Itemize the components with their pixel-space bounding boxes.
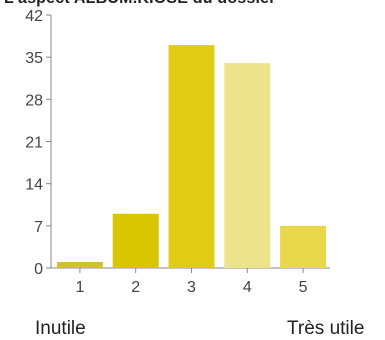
x-tick-label: 3 bbox=[187, 279, 196, 296]
bar-5 bbox=[280, 225, 327, 268]
bar-2 bbox=[112, 213, 159, 268]
y-tick-label: 35 bbox=[25, 50, 43, 67]
y-tick-label: 21 bbox=[25, 135, 43, 152]
y-tick-label: 14 bbox=[25, 177, 43, 194]
bar-3 bbox=[168, 45, 215, 268]
x-tick-label: 1 bbox=[75, 279, 84, 296]
x-tick-label: 4 bbox=[243, 279, 252, 296]
y-tick-label: 7 bbox=[34, 219, 43, 236]
scale-max-label: Très utile bbox=[287, 318, 365, 339]
y-tick-label: 0 bbox=[34, 261, 43, 278]
x-tick-label: 5 bbox=[299, 279, 308, 296]
x-tick-label: 2 bbox=[131, 279, 140, 296]
chart-question-title: L'aspect ALBUM.KIOSE du dossier bbox=[4, 0, 276, 8]
y-tick-label: 28 bbox=[25, 92, 43, 109]
y-tick-label: 42 bbox=[25, 8, 43, 25]
scale-min-label: Inutile bbox=[35, 318, 86, 339]
bar-1 bbox=[56, 261, 103, 268]
bar-4 bbox=[224, 63, 271, 268]
